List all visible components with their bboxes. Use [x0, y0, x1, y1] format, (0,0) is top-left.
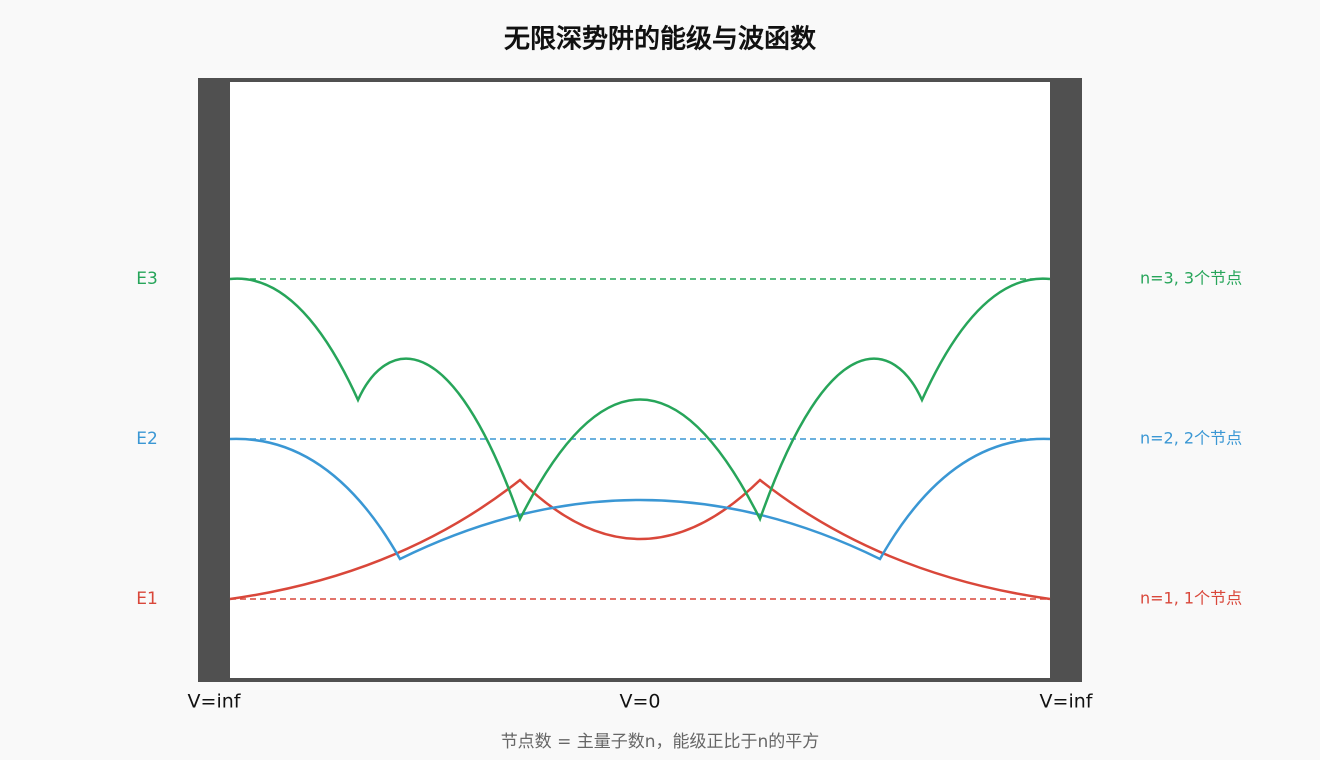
- x-label: V=0: [619, 691, 660, 713]
- well-interior: [230, 82, 1050, 678]
- level-label: E3: [136, 269, 158, 289]
- level-note: n=2, 2个节点: [1140, 429, 1242, 448]
- footnote: 节点数 = 主量子数n，能级正比于n的平方: [501, 732, 820, 752]
- level-label: E2: [136, 429, 158, 449]
- wavefunction-1: [229, 478, 1051, 601]
- wavefunction-3: [229, 277, 1051, 523]
- level-note: n=3, 3个节点: [1140, 269, 1242, 288]
- level-note: n=1, 1个节点: [1140, 589, 1242, 608]
- wavefunction-2: [229, 437, 1051, 561]
- title: 无限深势阱的能级与波函数: [504, 24, 817, 55]
- x-label: V=inf: [1040, 691, 1094, 713]
- level-label: E1: [136, 589, 158, 609]
- x-label: V=inf: [188, 691, 242, 713]
